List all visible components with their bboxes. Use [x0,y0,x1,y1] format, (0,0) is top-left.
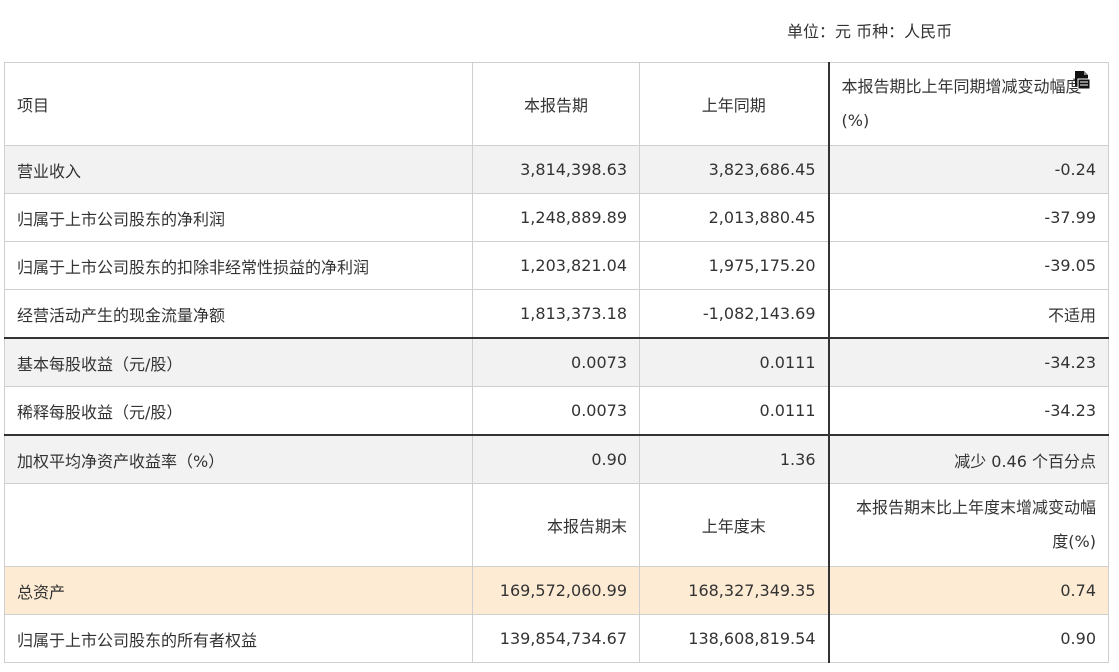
row-prior: 0.0111 [639,386,829,436]
table-header-row: 项目 本报告期 上年同期 本报告期比上年同期增减变动幅度(%) [4,62,1109,146]
row-change: 减少 0.46 个百分点 [827,434,1109,484]
unit-currency-note: 单位：元 币种：人民币 [787,22,953,41]
subheader-item [4,483,473,567]
row-current: 0.0073 [472,386,640,436]
table-row: 稀释每股收益（元/股） 0.0073 0.0111 -34.23 [4,386,1109,436]
row-current: 169,572,060.99 [472,566,640,615]
table-row: 基本每股收益（元/股） 0.0073 0.0111 -34.23 [4,337,1109,387]
header-current-period: 本报告期 [472,62,640,146]
row-prior: 2,013,880.45 [639,193,829,242]
table-row: 加权平均净资产收益率（%） 0.90 1.36 减少 0.46 个百分点 [4,434,1109,484]
row-change: 0.90 [827,614,1109,663]
row-item: 总资产 [4,566,473,615]
table-row: 归属于上市公司股东的净利润 1,248,889.89 2,013,880.45 … [4,193,1109,242]
row-item: 归属于上市公司股东的净利润 [4,193,473,242]
row-prior: 1.36 [639,434,829,484]
row-current: 1,203,821.04 [472,241,640,290]
row-change: -0.24 [827,145,1109,194]
row-current: 0.0073 [472,337,640,387]
row-current: 139,854,734.67 [472,614,640,663]
table-subheader-row: 本报告期末 上年度末 本报告期末比上年度末增减变动幅度(%) [4,483,1109,567]
subheader-period-end: 本报告期末 [472,483,640,567]
subheader-prior-year-end: 上年度末 [639,483,829,567]
row-current: 3,814,398.63 [472,145,640,194]
header-prior-period: 上年同期 [639,62,829,146]
row-current: 1,813,373.18 [472,289,640,339]
row-change: 0.74 [827,566,1109,615]
row-item: 归属于上市公司股东的扣除非经常性损益的净利润 [4,241,473,290]
row-item: 稀释每股收益（元/股） [4,386,473,436]
row-prior: 138,608,819.54 [639,614,829,663]
row-current: 1,248,889.89 [472,193,640,242]
table-row: 归属于上市公司股东的扣除非经常性损益的净利润 1,203,821.04 1,97… [4,241,1109,290]
row-item: 经营活动产生的现金流量净额 [4,289,473,339]
row-change: -34.23 [827,386,1109,436]
row-change: 不适用 [827,289,1109,339]
row-prior: 168,327,349.35 [639,566,829,615]
row-current: 0.90 [472,434,640,484]
row-item: 基本每股收益（元/股） [4,337,473,387]
row-prior: 1,975,175.20 [639,241,829,290]
row-prior: 0.0111 [639,337,829,387]
row-change: -39.05 [827,241,1109,290]
row-prior: -1,082,143.69 [639,289,829,339]
row-change: -34.23 [827,337,1109,387]
table-row: 经营活动产生的现金流量净额 1,813,373.18 -1,082,143.69… [4,289,1109,339]
header-change-pct: 本报告期比上年同期增减变动幅度(%) [827,62,1109,146]
row-item: 营业收入 [4,145,473,194]
header-item: 项目 [4,62,473,146]
row-prior: 3,823,686.45 [639,145,829,194]
subheader-change-pct: 本报告期末比上年度末增减变动幅度(%) [827,483,1109,567]
row-item: 归属于上市公司股东的所有者权益 [4,614,473,663]
table-row: 营业收入 3,814,398.63 3,823,686.45 -0.24 [4,145,1109,194]
table-row: 总资产 169,572,060.99 168,327,349.35 0.74 [4,566,1109,615]
document-icon[interactable] [1072,70,1090,90]
row-item: 加权平均净资产收益率（%） [4,434,473,484]
financial-data-table: 项目 本报告期 上年同期 本报告期比上年同期增减变动幅度(%) 营业收入 3,8… [4,62,1109,663]
row-change: -37.99 [827,193,1109,242]
table-row: 归属于上市公司股东的所有者权益 139,854,734.67 138,608,8… [4,614,1109,663]
